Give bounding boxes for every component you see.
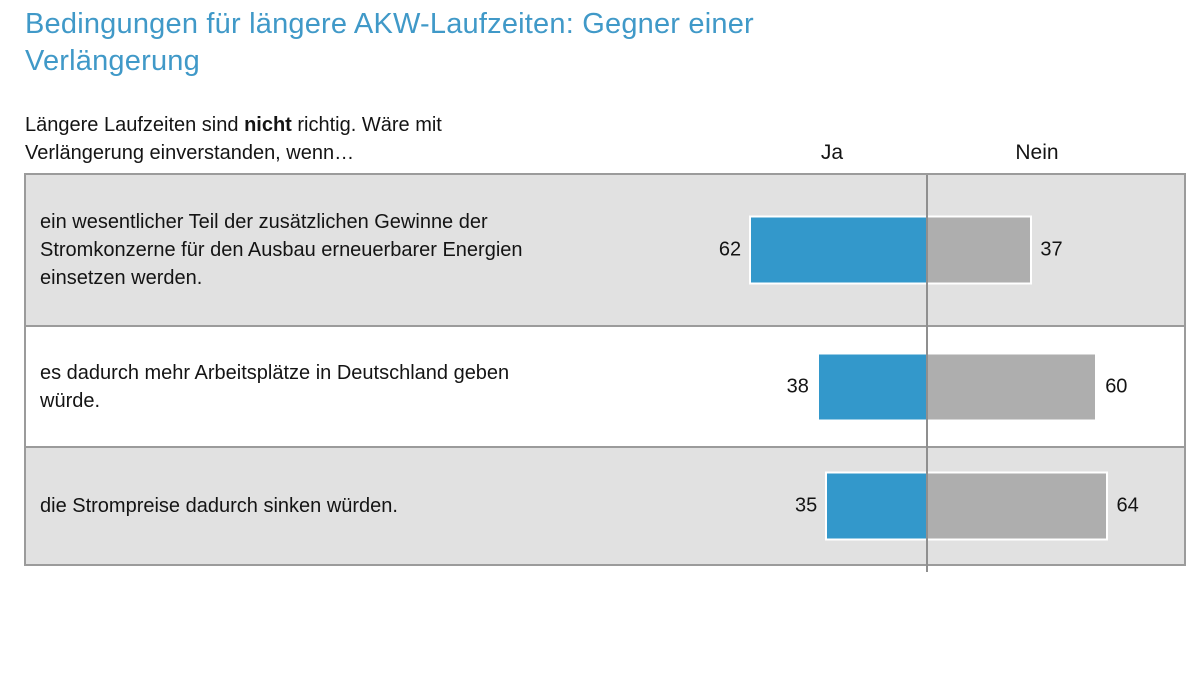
bar-group: [751, 217, 1031, 283]
bar-group: [827, 473, 1107, 539]
bar-group: [818, 354, 1096, 419]
subtitle-text-post: richtig. Wäre mit Verlängerung einversta…: [25, 114, 442, 164]
nein-bar: [925, 354, 1096, 419]
axis-divider-line: [926, 175, 928, 572]
ja-bar: [827, 473, 926, 539]
subtitle-text-bold: nicht: [244, 114, 292, 136]
column-header-nein: Nein: [1015, 141, 1059, 164]
column-header-ja: Ja: [820, 141, 844, 164]
ja-value-label: 62: [718, 238, 742, 261]
ja-value-label: 38: [786, 375, 809, 397]
nein-value-label: 37: [1040, 238, 1063, 261]
nein-bar: [925, 217, 1031, 283]
page-title-line1: Bedingungen für längere AKW-Laufzeiten: …: [25, 8, 754, 40]
row-label: ein wesentlicher Teil der zusätzlichen G…: [40, 211, 523, 289]
page-title-line2: Verlängerung: [25, 45, 200, 77]
chart-table: ein wesentlicher Teil der zusätzlichen G…: [24, 173, 1186, 572]
nein-value-label: 64: [1116, 494, 1139, 517]
chart-subtitle: Längere Laufzeiten sind nicht richtig. W…: [25, 111, 540, 167]
row-label: es dadurch mehr Arbeitsplätze in Deutsch…: [40, 361, 510, 412]
subtitle-text-pre: Längere Laufzeiten sind: [25, 114, 245, 136]
nein-bar: [925, 473, 1107, 539]
chart-row: es dadurch mehr Arbeitsplätze in Deutsch…: [26, 325, 1184, 446]
ja-bar: [751, 217, 926, 283]
chart-row: die Strompreise dadurch sinken würden. 35…: [26, 446, 1184, 564]
nein-value-label: 60: [1105, 375, 1128, 397]
ja-value-label: 35: [795, 494, 818, 517]
chart-row: ein wesentlicher Teil der zusätzlichen G…: [26, 175, 1184, 325]
ja-bar: [818, 354, 926, 419]
row-label: die Strompreise dadurch sinken würden.: [40, 495, 398, 517]
page-title: Bedingungen für längere AKW-Laufzeiten: …: [25, 6, 754, 80]
